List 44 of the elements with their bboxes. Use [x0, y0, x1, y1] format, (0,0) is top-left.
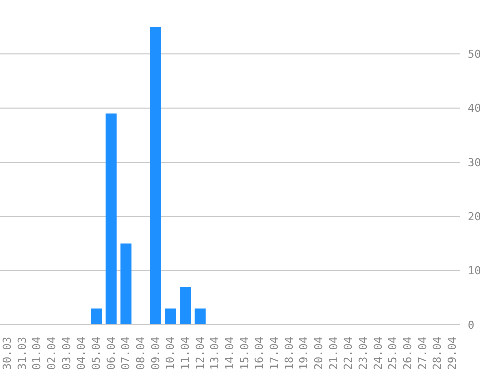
x-tick-label: 28.04	[431, 336, 444, 370]
y-tick-label: 10	[468, 264, 482, 278]
x-tick-label: 13.04	[208, 336, 222, 370]
x-tick-label: 14.04	[224, 336, 236, 370]
x-tick-label: 30.03	[0, 337, 14, 370]
x-tick-label: 02.04	[45, 336, 58, 370]
y-tick-label: 0	[468, 318, 475, 332]
x-tick-label: 05.04	[90, 336, 103, 370]
x-tick-label: 29.04	[446, 336, 460, 370]
x-tick-label: 25.04	[386, 336, 400, 370]
x-tick-label: 17.04	[268, 336, 282, 370]
y-tick-label: 20	[468, 210, 482, 224]
x-tick-label: 24.04	[372, 336, 385, 370]
bar	[120, 244, 132, 325]
x-tick-label: 18.04	[282, 336, 296, 370]
bar	[150, 27, 162, 325]
x-tick-label: 09.04	[149, 336, 162, 370]
x-tick-label: 15.04	[238, 336, 252, 370]
x-tick-label: 23.04	[357, 336, 370, 370]
bar	[194, 308, 206, 325]
x-tick-label: 22.04	[342, 336, 356, 370]
x-tick-label: 16.04	[253, 336, 266, 370]
bar	[106, 114, 117, 325]
bar	[180, 287, 192, 325]
x-tick-label: 04.04	[75, 336, 88, 370]
y-tick-label: 40	[468, 102, 482, 116]
y-tick-label: 50	[468, 48, 482, 62]
bar	[91, 308, 102, 325]
y-tick-label: 30	[468, 156, 482, 170]
x-tick-label: 21.04	[327, 336, 340, 370]
x-tick-label: 27.04	[416, 336, 430, 370]
bar	[165, 308, 176, 325]
x-tick-label: 31.03	[16, 337, 29, 370]
x-tick-label: 19.04	[298, 336, 311, 370]
x-tick-label: 03.04	[60, 336, 74, 370]
x-tick-label: 01.04	[30, 336, 44, 370]
x-tick-label: 07.04	[120, 336, 133, 370]
x-tick-label: 10.04	[164, 336, 178, 370]
x-tick-label: 06.04	[104, 336, 118, 370]
x-tick-label: 08.04	[134, 336, 148, 370]
x-tick-label: 12.04	[194, 336, 207, 370]
x-tick-label: 11.04	[178, 336, 192, 370]
x-tick-label: 26.04	[402, 336, 415, 370]
x-tick-label: 20.04	[312, 336, 326, 370]
